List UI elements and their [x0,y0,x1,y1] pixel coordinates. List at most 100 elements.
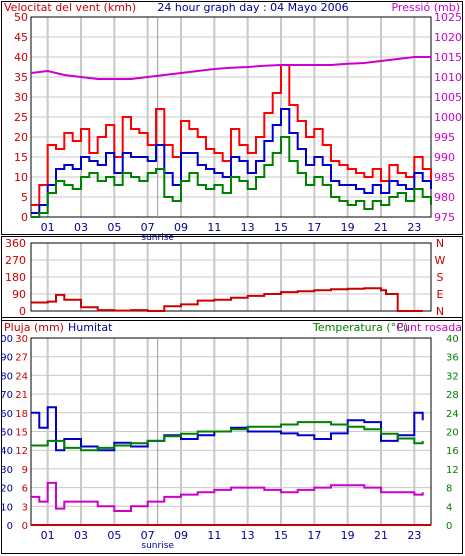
hour-tick-label-lower: 09 [174,529,188,542]
hour-tick-label: 05 [107,221,121,234]
series-gust [31,64,432,206]
compass-label: S [437,271,444,284]
hour-tick-label: 23 [407,221,421,234]
hour-tick-label-lower: 05 [107,529,121,542]
hour-tick-label-lower: 15 [274,529,288,542]
hour-tick-label: 15 [274,221,288,234]
compass-label: N [436,237,444,250]
temperature-tick-label: 20 [446,428,459,439]
wind-tick-label: 40 [14,51,28,64]
rain-tick-label: 24 [15,371,28,382]
wind-tick-label: 35 [14,71,28,84]
pressure-tick-label: 1020 [434,31,462,44]
pressure-tick-label: 985 [434,171,455,184]
series-mean [31,136,432,218]
sunrise-label-lower: sunrise [141,541,174,551]
pressure-tick-label: 975 [434,211,455,224]
hour-tick-label: 21 [374,221,388,234]
pressure-tick-label: 990 [434,151,455,164]
rain-tick-label: 12 [15,446,28,457]
pressure-tick-label: 1010 [434,71,462,84]
humidity-tick-label: 60 [0,409,13,420]
hour-tick-label-lower: 21 [374,529,388,542]
pressure-tick-label: 995 [434,131,455,144]
series-dewpoint [31,481,424,512]
wind-tick-label: 30 [14,91,28,104]
hour-tick-label-lower: 11 [207,529,221,542]
humidity-tick-label: 50 [0,428,13,439]
humidity-axis-title: Humitat [68,321,113,334]
rain-tick-label: 30 [15,334,28,345]
temperature-tick-label: 40 [446,334,459,345]
humidity-tick-label: 90 [0,353,13,364]
rain-tick-label: 3 [22,502,28,513]
compass-label: N [436,305,444,318]
direction-tick-label: 0 [19,305,26,318]
wind-tick-label: 50 [14,11,28,24]
humidity-tick-label: 0 [7,521,13,532]
compass-label: E [437,288,444,301]
temperature-tick-label: 24 [446,409,459,420]
wind-plot-frame [30,16,432,218]
compass-label: W [435,254,446,267]
humidity-tick-label: 40 [0,446,13,457]
hour-tick-label-lower: 03 [74,529,88,542]
rain-tick-label: 27 [15,353,28,364]
wind-tick-label: 20 [14,131,28,144]
series-speed [31,108,432,214]
temperature-tick-label: 12 [446,465,459,476]
hour-tick-label-lower: 23 [407,529,421,542]
rain-tick-label: 9 [22,465,28,476]
wind-tick-label: 25 [14,111,28,124]
wind-tick-label: 15 [14,151,28,164]
direction-tick-label: 360 [5,237,26,250]
humidity-tick-label: 30 [0,465,13,476]
rain-tick-label: 6 [22,484,28,495]
hour-tick-label-lower: 07 [141,529,155,542]
temperature-tick-label: 0 [446,521,452,532]
rain-tick-label: 18 [15,409,28,420]
rain-axis-title: Pluja (mm) [4,321,64,334]
hour-tick-label: 11 [207,221,221,234]
wind-axis-title: Velocitat del vent (kmh) [4,1,136,14]
hour-tick-label: 19 [341,221,355,234]
wind-tick-label: 10 [14,171,28,184]
pressure-tick-label: 1000 [434,111,462,124]
temperature-tick-label: 16 [446,446,459,457]
humidity-tick-label: 70 [0,390,13,401]
hour-tick-label-lower: 13 [241,529,255,542]
temperature-tick-label: 32 [446,371,459,382]
hour-tick-label: 01 [41,221,55,234]
pressure-tick-label: 1015 [434,51,462,64]
temperature-tick-label: 36 [446,353,459,364]
temperature-tick-label: 28 [446,390,459,401]
sunrise-label: sunrise [141,233,174,243]
rain-tick-label: 0 [22,521,28,532]
wind-tick-label: 5 [21,191,28,204]
hour-tick-label-lower: 17 [307,529,321,542]
wind-tick-label: 45 [14,31,28,44]
rain-tick-label: 15 [15,428,28,439]
wind-tick-label: 0 [21,211,28,224]
series-humidity [31,406,424,452]
humidity-tick-label: 20 [0,484,13,495]
direction-tick-label: 90 [12,288,26,301]
series-temperature [31,421,424,452]
temperature-axis-title: Temperatura (°C) [312,321,408,334]
hour-tick-label: 03 [74,221,88,234]
rain-tick-label: 21 [15,390,28,401]
hour-tick-label-lower: 19 [341,529,355,542]
hour-tick-label-lower: 01 [41,529,55,542]
humidity-tick-label: 80 [0,371,13,382]
pressure-tick-label: 1005 [434,91,462,104]
pressure-axis-title: Pressió (mb) [391,1,460,14]
pressure-tick-label: 980 [434,191,455,204]
humidity-tick-label: 100 [0,334,13,345]
chart-header: 24 hour graph day : 04 Mayo 2006 [157,1,348,14]
direction-tick-label: 180 [5,271,26,284]
hour-tick-label: 13 [241,221,255,234]
hour-tick-label: 17 [307,221,321,234]
series-direction [31,287,423,312]
